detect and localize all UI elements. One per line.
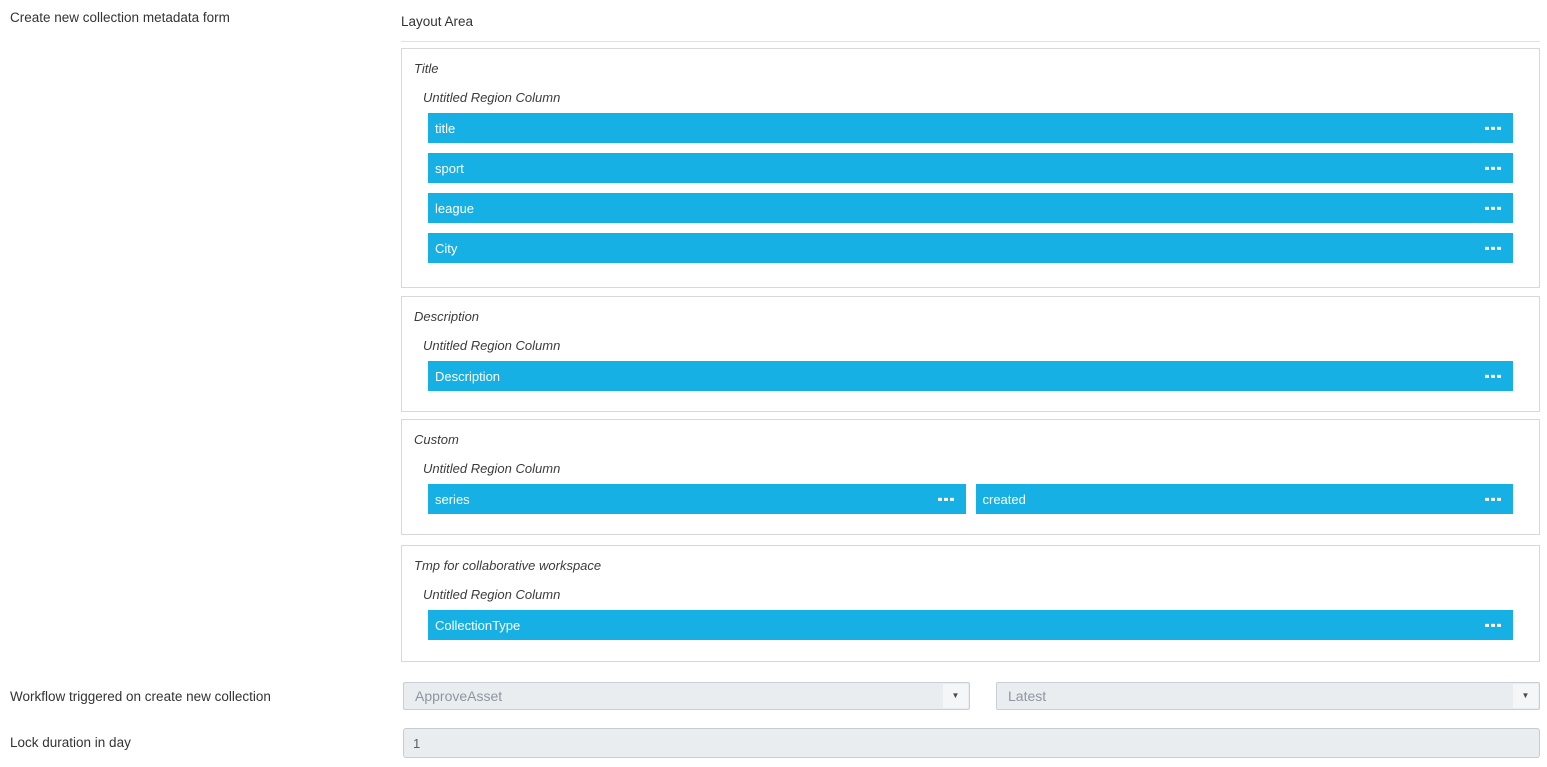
workflow-version-dropdown-value: Latest bbox=[1008, 688, 1047, 704]
field-bar[interactable]: created bbox=[975, 484, 1513, 514]
field-bar[interactable]: CollectionType bbox=[428, 610, 1513, 640]
region-column-title: Untitled Region Column bbox=[423, 338, 561, 353]
field-bar[interactable]: Description bbox=[428, 361, 1513, 391]
field-label: title bbox=[435, 120, 456, 136]
form-section-label: Create new collection metadata form bbox=[10, 10, 230, 25]
workflow-trigger-label: Workflow triggered on create new collect… bbox=[10, 689, 271, 704]
region-column-title: Untitled Region Column bbox=[423, 587, 561, 602]
region-column: Untitled Region Column series created bbox=[423, 462, 1527, 514]
workflow-dropdown-arrow-button[interactable]: ▼ bbox=[943, 684, 968, 708]
layout-sections: Title Untitled Region Column title sport lea… bbox=[401, 48, 1540, 662]
workflow-version-dropdown[interactable]: Latest ▼ bbox=[996, 682, 1540, 710]
field-row: series created bbox=[428, 484, 1513, 514]
field-bar[interactable]: title bbox=[428, 113, 1513, 143]
chevron-down-icon: ▼ bbox=[951, 691, 960, 700]
ellipsis-icon[interactable] bbox=[937, 497, 954, 501]
fields-list: Description bbox=[428, 361, 1513, 391]
field-label: league bbox=[435, 200, 475, 216]
field-label: CollectionType bbox=[435, 617, 521, 633]
ellipsis-icon[interactable] bbox=[1485, 246, 1501, 250]
layout-section: Tmp for collaborative workspace Untitled … bbox=[401, 545, 1540, 662]
region-column-title: Untitled Region Column bbox=[423, 90, 561, 105]
layout-section: Custom Untitled Region Column series create… bbox=[401, 419, 1540, 535]
fields-list: title sport league City bbox=[428, 113, 1513, 263]
field-row: CollectionType bbox=[428, 610, 1513, 640]
workflow-dropdown[interactable]: ApproveAsset ▼ bbox=[403, 682, 970, 710]
lock-duration-label: Lock duration in day bbox=[10, 735, 131, 750]
lock-duration-input[interactable] bbox=[403, 728, 1540, 758]
workflow-dropdown-value: ApproveAsset bbox=[415, 688, 503, 704]
fields-list: series created bbox=[428, 484, 1513, 514]
ellipsis-icon[interactable] bbox=[1485, 623, 1501, 627]
field-bar[interactable]: City bbox=[428, 233, 1513, 263]
workflow-version-dropdown-arrow-button[interactable]: ▼ bbox=[1513, 684, 1538, 708]
region-column-title: Untitled Region Column bbox=[423, 461, 561, 476]
layout-area-title: Layout Area bbox=[401, 14, 474, 29]
field-row: City bbox=[428, 233, 1513, 263]
section-title: Tmp for collaborative workspace bbox=[414, 558, 602, 573]
field-bar[interactable]: league bbox=[428, 193, 1513, 223]
layout-area-header: Layout Area bbox=[401, 0, 1540, 42]
field-label: Description bbox=[435, 368, 501, 384]
layout-editor: Layout Area Title Untitled Region Column t… bbox=[401, 0, 1540, 758]
field-label: created bbox=[982, 491, 1026, 507]
ellipsis-icon[interactable] bbox=[1485, 206, 1501, 210]
layout-section: Description Untitled Region Column Descrip… bbox=[401, 296, 1540, 412]
layout-section: Title Untitled Region Column title sport lea… bbox=[401, 48, 1540, 288]
field-label: sport bbox=[435, 160, 464, 176]
field-bar[interactable]: sport bbox=[428, 153, 1513, 183]
section-title: Title bbox=[414, 61, 439, 76]
section-title: Custom bbox=[414, 432, 459, 447]
ellipsis-icon[interactable] bbox=[1485, 166, 1501, 170]
chevron-down-icon: ▼ bbox=[1521, 691, 1530, 700]
fields-list: CollectionType bbox=[428, 610, 1513, 640]
field-label: series bbox=[435, 491, 470, 507]
workflow-row: ApproveAsset ▼ Latest ▼ bbox=[403, 682, 1540, 710]
ellipsis-icon[interactable] bbox=[1485, 374, 1501, 378]
region-column: Untitled Region Column Description bbox=[423, 339, 1527, 391]
field-row: sport bbox=[428, 153, 1513, 183]
lock-duration-row bbox=[403, 728, 1540, 758]
field-row: Description bbox=[428, 361, 1513, 391]
field-row: title bbox=[428, 113, 1513, 143]
region-column: Untitled Region Column title sport league Ci… bbox=[423, 91, 1527, 263]
region-column: Untitled Region Column CollectionType bbox=[423, 588, 1527, 640]
field-bar[interactable]: series bbox=[428, 484, 966, 514]
ellipsis-icon[interactable] bbox=[1485, 497, 1501, 501]
section-title: Description bbox=[414, 309, 480, 324]
field-row: league bbox=[428, 193, 1513, 223]
field-label: City bbox=[435, 240, 458, 256]
ellipsis-icon[interactable] bbox=[1485, 126, 1501, 130]
